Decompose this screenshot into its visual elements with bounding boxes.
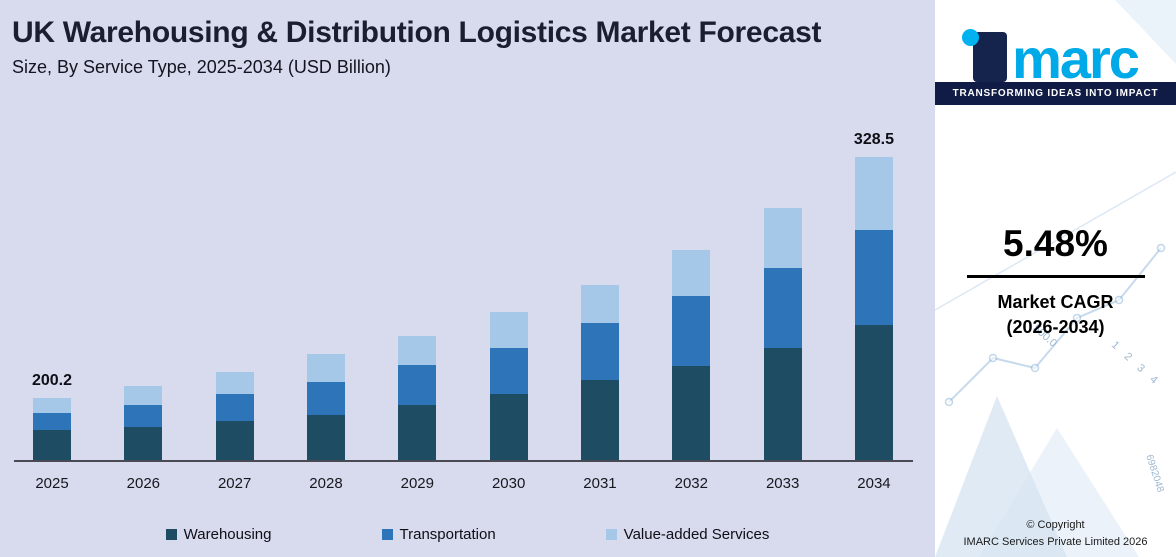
logo-text: marc xyxy=(1012,27,1140,91)
chart-panel: UK Warehousing & Distribution Logistics … xyxy=(0,0,935,557)
bar-segment-value-added-services xyxy=(306,354,345,382)
bar-segment-transportation xyxy=(215,394,254,421)
x-axis-line xyxy=(14,460,913,462)
bar-group-2029: 2029 xyxy=(398,336,437,492)
plot-area: 200.2 2025 2026 2027 2028 2029 2030 2031 2032 203… xyxy=(32,122,894,492)
tagline-bar: TRANSFORMING IDEAS INTO IMPACT xyxy=(935,82,1176,105)
bar-segment-warehousing xyxy=(763,348,802,462)
bar-segment-value-added-services xyxy=(672,250,711,296)
copyright-line2: IMARC Services Private Limited 2026 xyxy=(963,535,1148,548)
bar-segment-transportation xyxy=(854,230,893,325)
bar-segment-warehousing xyxy=(489,394,528,462)
chart-legend: Warehousing Transportation Value-added Ser… xyxy=(0,526,935,543)
bar-segment-value-added-services xyxy=(489,312,528,348)
imarc-logo: marc xyxy=(935,0,1176,91)
bar-segment-transportation xyxy=(672,296,711,366)
x-axis-label-2028: 2028 xyxy=(309,475,343,492)
bar-segment-warehousing xyxy=(672,366,711,462)
cagr-label-line2: (2026-2034) xyxy=(1006,317,1105,338)
bar-segment-value-added-services xyxy=(854,157,893,230)
logo-i-block xyxy=(962,29,1008,82)
bar-segment-value-added-services xyxy=(33,398,71,413)
bar-segment-transportation xyxy=(33,413,71,430)
bar-group-2034: 328.5 2034 xyxy=(854,131,894,492)
bar-segment-warehousing xyxy=(398,405,437,462)
bar-group-2026: 2026 xyxy=(124,386,163,492)
legend-marker-icon xyxy=(605,529,617,540)
bar-stack xyxy=(763,208,802,462)
bar-stack xyxy=(124,386,163,462)
bar-segment-value-added-services xyxy=(124,386,163,405)
bar-segment-transportation xyxy=(124,405,163,427)
legend-marker-icon xyxy=(381,529,393,540)
bar-stack xyxy=(398,336,437,462)
x-axis-label-2025: 2025 xyxy=(35,475,69,492)
bar-stack xyxy=(215,372,254,462)
bar-stack xyxy=(489,312,528,462)
bar-segment-warehousing xyxy=(124,427,163,462)
decorative-chart-art xyxy=(935,0,1176,557)
bar-segment-value-added-services xyxy=(398,336,437,365)
bar-segment-value-added-services xyxy=(215,372,254,394)
bar-segment-transportation xyxy=(580,323,619,380)
chart-header: UK Warehousing & Distribution Logistics … xyxy=(0,0,935,78)
bar-stack xyxy=(672,250,711,462)
bar-segment-transportation xyxy=(489,348,528,394)
bar-stack xyxy=(306,354,345,462)
x-axis-label-2029: 2029 xyxy=(400,475,434,492)
bar-group-2032: 2032 xyxy=(672,250,711,492)
bar-group-2028: 2028 xyxy=(306,354,345,492)
chart-subtitle: Size, By Service Type, 2025-2034 (USD Bi… xyxy=(12,57,391,77)
bar-segment-transportation xyxy=(398,365,437,405)
data-label-2034: 328.5 xyxy=(853,131,894,148)
cagr-value: 5.48% xyxy=(1003,223,1108,264)
copyright-line1: © Copyright xyxy=(1026,519,1085,531)
logo-dot-icon xyxy=(962,29,980,46)
bar-stack xyxy=(33,398,71,462)
bar-segment-warehousing xyxy=(854,325,893,462)
x-axis-label-2027: 2027 xyxy=(217,475,252,492)
cagr-block: 5.48% Market CAGR (2026-2034) xyxy=(935,223,1176,340)
bar-segment-value-added-services xyxy=(763,208,802,268)
bar-segment-warehousing xyxy=(215,421,254,462)
bar-group-2027: 2027 xyxy=(215,372,254,492)
x-axis-label-2031: 2031 xyxy=(583,475,617,492)
bar-group-2033: 2033 xyxy=(763,208,802,492)
copyright: © Copyright IMARC Services Private Limit… xyxy=(935,517,1176,550)
bar-group-2031: 2031 xyxy=(580,285,619,492)
right-panel: 500.0 1 2 3 4 6982048 marc TRANSFORMING … xyxy=(935,0,1176,557)
legend-marker-icon xyxy=(165,529,177,540)
bar-segment-warehousing xyxy=(306,415,345,462)
legend-item-transportation: Transportation xyxy=(381,526,496,543)
legend-label: Value-added Services xyxy=(623,526,770,543)
cagr-label-line1: Market CAGR xyxy=(997,292,1114,312)
bar-stack xyxy=(580,285,619,462)
legend-label: Warehousing xyxy=(183,526,272,543)
chart-title: UK Warehousing & Distribution Logistics … xyxy=(12,16,822,49)
bar-stack xyxy=(854,157,893,462)
bar-segment-transportation xyxy=(306,382,345,415)
x-axis-label-2026: 2026 xyxy=(126,475,161,492)
bar-segment-transportation xyxy=(763,268,802,348)
bar-segment-warehousing xyxy=(33,430,71,462)
data-label-2025: 200.2 xyxy=(31,372,73,389)
x-axis-label-2030: 2030 xyxy=(491,475,526,492)
bar-segment-warehousing xyxy=(580,380,619,462)
legend-item-warehousing: Warehousing xyxy=(165,526,272,543)
legend-label: Transportation xyxy=(399,526,496,543)
bar-group-2030: 2030 xyxy=(489,312,528,492)
x-axis-label-2034: 2034 xyxy=(857,475,891,492)
bar-group-2025: 200.2 2025 xyxy=(32,372,72,492)
x-axis-label-2032: 2032 xyxy=(674,475,708,492)
bar-segment-value-added-services xyxy=(580,285,619,323)
cagr-divider xyxy=(966,275,1145,278)
legend-item-value-added-services: Value-added Services xyxy=(605,526,770,543)
x-axis-label-2033: 2033 xyxy=(765,475,800,492)
